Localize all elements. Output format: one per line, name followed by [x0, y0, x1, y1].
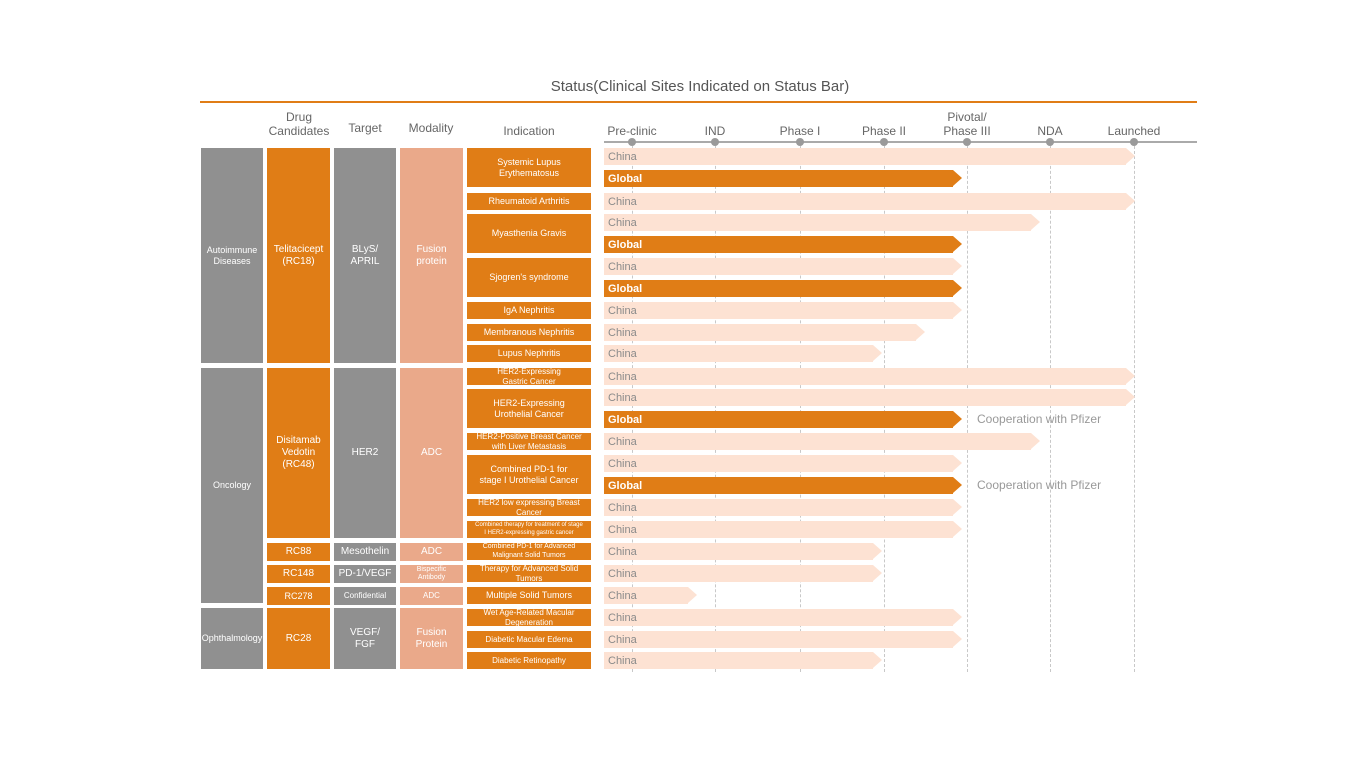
pipeline-title: Status(Clinical Sites Indicated on Statu… [550, 78, 850, 95]
drug-cell: Disitamab Vedotin (RC48) [267, 368, 330, 538]
status-bar-global: Global [604, 280, 962, 297]
status-bar-china: China [604, 455, 962, 472]
indication-cell: HER2 low expressing Breast Cancer [467, 498, 591, 517]
category-cell: Oncology [201, 368, 263, 603]
category-cell: Ophthalmology [201, 608, 263, 669]
indication-cell: HER2-Expressing Urothelial Cancer [467, 389, 591, 428]
status-bar-china: China [604, 193, 1135, 210]
partnership-note: Cooperation with Pfizer [977, 478, 1102, 492]
indication-cell: Diabetic Retinopathy [467, 652, 591, 669]
status-bar-china: China [604, 543, 882, 560]
status-bar-china: China [604, 148, 1135, 165]
stage-label: Pivotal/ Phase III [943, 110, 991, 138]
drug-cell: RC28 [267, 608, 330, 669]
status-bar-china: China [604, 565, 882, 582]
indication-cell: IgA Nephritis [467, 302, 591, 319]
indication-cell: Combined PD-1 for stage I Urothelial Can… [467, 455, 591, 494]
status-bar-global: Global [604, 170, 962, 187]
stage-label: NDA [1037, 124, 1063, 138]
indication-cell: Diabetic Macular Edema [467, 631, 591, 648]
header-drug-candidates: Drug Candidates [268, 110, 330, 138]
drug-cell: RC278 [267, 587, 330, 605]
target-cell: Confidential [334, 587, 396, 605]
status-bar-china: China [604, 302, 962, 319]
status-bar-global: Global [604, 236, 962, 253]
status-bar-china: China [604, 389, 1135, 406]
indication-cell: Membranous Nephritis [467, 324, 591, 341]
modality-cell: Fusion Protein [400, 608, 463, 669]
target-cell: PD-1/VEGF [334, 565, 396, 583]
status-bar-china: China [604, 631, 962, 648]
indication-cell: Myasthenia Gravis [467, 214, 591, 253]
header-target: Target [348, 121, 382, 135]
modality-cell: ADC [400, 543, 463, 561]
header-indication: Indication [503, 124, 555, 138]
indication-cell: HER2-Expressing Gastric Cancer [467, 367, 591, 386]
status-bar-global: Global [604, 411, 962, 428]
modality-cell: Bispecific Antibody [400, 565, 463, 583]
target-cell: VEGF/ FGF [334, 608, 396, 669]
stage-tick [963, 138, 971, 146]
indication-cell: Wet Age-Related Macular Degeneration [467, 608, 591, 627]
indication-cell: Rheumatoid Arthritis [467, 193, 591, 210]
stage-axis [604, 141, 1197, 143]
stage-gridline [800, 146, 801, 672]
drug-cell: RC148 [267, 565, 330, 583]
status-bar-china: China [604, 368, 1135, 385]
modality-cell: ADC [400, 587, 463, 605]
status-bar-global: Global [604, 477, 962, 494]
stage-tick [711, 138, 719, 146]
partnership-note: Cooperation with Pfizer [977, 412, 1102, 426]
stage-label: Phase II [861, 124, 907, 138]
stage-tick [796, 138, 804, 146]
indication-cell: Combined PD-1 for Advanced Malignant Sol… [467, 543, 591, 560]
status-bar-china: China [604, 587, 697, 604]
indication-cell: Therapy for Advanced Solid Tumors [467, 564, 591, 583]
stage-gridline [884, 146, 885, 672]
status-bar-china: China [604, 652, 882, 669]
target-cell: BLyS/ APRIL [334, 148, 396, 363]
stage-tick [1046, 138, 1054, 146]
indication-cell: Combined therapy for treatment of stage … [467, 521, 591, 538]
status-bar-china: China [604, 324, 925, 341]
indication-cell: Sjogren's syndrome [467, 258, 591, 297]
indication-cell: Multiple Solid Tumors [467, 587, 591, 604]
category-cell: Autoimmune Diseases [201, 148, 263, 363]
indication-cell: Lupus Nephritis [467, 345, 591, 362]
stage-label: Phase I [779, 124, 821, 138]
stage-label: IND [704, 124, 726, 138]
title-rule [200, 101, 1197, 103]
header-modality: Modality [408, 121, 454, 135]
stage-tick [880, 138, 888, 146]
status-bar-china: China [604, 258, 962, 275]
drug-cell: Telitacicept (RC18) [267, 148, 330, 363]
stage-label: Pre-clinic [607, 124, 657, 138]
stage-label: Launched [1107, 124, 1161, 138]
stage-gridline [632, 146, 633, 672]
target-cell: Mesothelin [334, 543, 396, 561]
status-bar-china: China [604, 433, 1040, 450]
stage-tick [1130, 138, 1138, 146]
indication-cell: Systemic Lupus Erythematosus [467, 148, 591, 187]
indication-cell: HER2-Positive Breast Cancer with Liver M… [467, 432, 591, 451]
modality-cell: Fusion protein [400, 148, 463, 363]
status-bar-china: China [604, 345, 882, 362]
stage-gridline [967, 146, 968, 672]
stage-tick [628, 138, 636, 146]
status-bar-china: China [604, 609, 962, 626]
stage-gridline [715, 146, 716, 672]
modality-cell: ADC [400, 368, 463, 538]
stage-gridline [1134, 146, 1135, 672]
status-bar-china: China [604, 499, 962, 516]
drug-cell: RC88 [267, 543, 330, 561]
target-cell: HER2 [334, 368, 396, 538]
status-bar-china: China [604, 521, 962, 538]
status-bar-china: China [604, 214, 1040, 231]
stage-gridline [1050, 146, 1051, 672]
